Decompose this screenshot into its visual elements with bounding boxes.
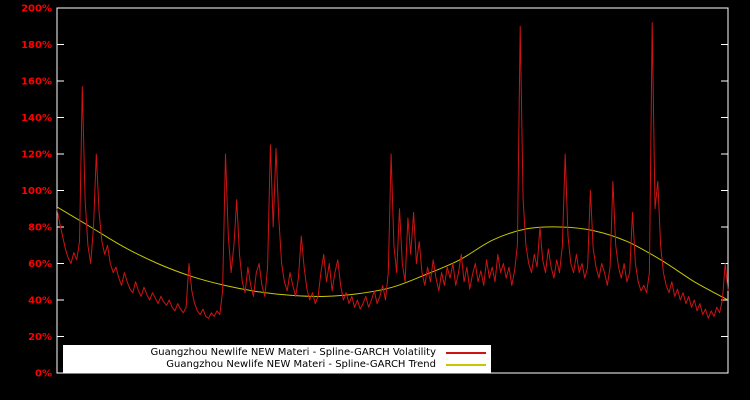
y-tick-label: 180% — [21, 40, 52, 51]
trend-line-sample — [446, 364, 486, 366]
y-tick-label: 120% — [21, 150, 52, 161]
trend-series-line — [56, 206, 729, 301]
y-tick-label: 40% — [28, 296, 52, 307]
legend-item-trend: Guangzhou Newlife NEW Materi - Spline-GA… — [68, 359, 486, 371]
y-tick-label: 60% — [28, 259, 52, 270]
y-tick-label: 0% — [35, 369, 52, 380]
y-tick-label: 140% — [21, 113, 52, 124]
legend-label-volatility: Guangzhou Newlife NEW Materi - Spline-GA… — [150, 347, 436, 358]
volatility-series-line — [56, 22, 729, 319]
y-tick-label: 20% — [28, 332, 52, 343]
y-axis: 0% 20% 40% 60% 80% 100% 120% 140% 160% 180% 200% — [21, 4, 728, 380]
y-tick-label: 200% — [21, 4, 52, 15]
y-tick-label: 100% — [21, 186, 52, 197]
y-tick-label: 160% — [21, 77, 52, 88]
legend-item-volatility: Guangzhou Newlife NEW Materi - Spline-GA… — [68, 347, 486, 359]
legend-label-trend: Guangzhou Newlife NEW Materi - Spline-GA… — [166, 359, 436, 370]
legend: Guangzhou Newlife NEW Materi - Spline-GA… — [63, 345, 491, 373]
y-tick-label: 80% — [28, 223, 52, 234]
volatility-line-sample — [446, 352, 486, 354]
